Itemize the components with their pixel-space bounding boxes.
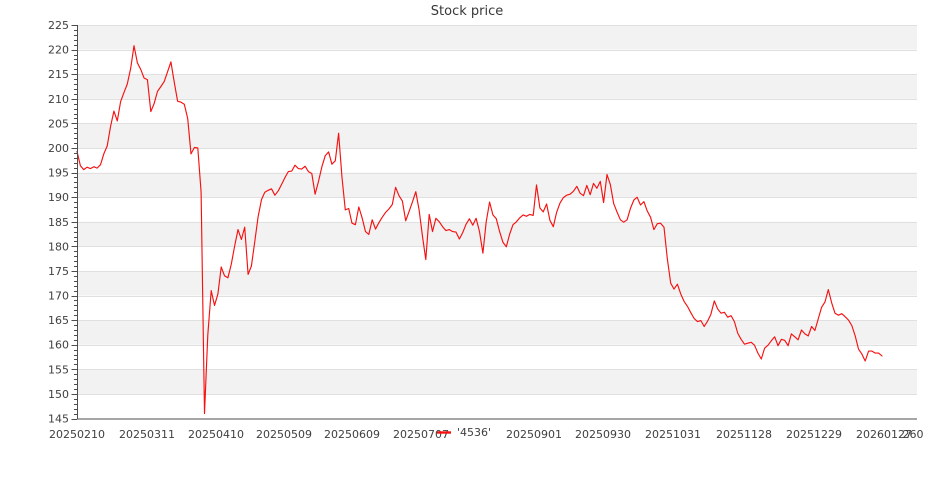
plot-band <box>77 74 917 99</box>
price-line <box>76 45 883 415</box>
y-tick-label: 200 <box>48 142 69 155</box>
x-tick-label: 20250210 <box>49 428 105 441</box>
gridlines <box>77 25 917 395</box>
x-tick-label: 20250609 <box>324 428 380 441</box>
legend: '4536' <box>437 426 491 439</box>
legend-series-label: '4536' <box>457 426 491 439</box>
y-tick-label: 150 <box>48 388 69 401</box>
plot-band <box>77 25 917 50</box>
y-tick-label: 220 <box>48 44 69 57</box>
y-tick-label: 205 <box>48 117 69 130</box>
x-tick-label: 20250311 <box>119 428 175 441</box>
y-tick-label: 225 <box>48 19 69 32</box>
x-axis-labels: 20250210 20250311 20250410 20250509 20250609… <box>49 428 924 441</box>
y-tick-label: 175 <box>48 265 69 278</box>
y-axis-ticks <box>71 25 77 420</box>
y-tick-label: 210 <box>48 93 69 106</box>
axis-lines <box>77 25 917 420</box>
y-tick-label: 180 <box>48 240 69 253</box>
x-tick-label: 20250930 <box>575 428 631 441</box>
plot-background-bands <box>77 25 917 394</box>
plot-band <box>77 369 917 394</box>
x-tick-label: 20250410 <box>188 428 244 441</box>
y-tick-label: 195 <box>48 167 69 180</box>
y-tick-label: 165 <box>48 314 69 327</box>
plot-band <box>77 320 917 345</box>
y-tick-label: 155 <box>48 363 69 376</box>
x-tick-label: 20251229 <box>786 428 842 441</box>
y-axis-labels: 225 220 215 210 205 200 195 190 185 180 175 170 165 1… <box>48 19 69 426</box>
y-tick-label: 185 <box>48 216 69 229</box>
x-tick-label: 20260127 <box>856 428 912 441</box>
x-tick-label: 20251031 <box>645 428 701 441</box>
x-tick-label: 20250707 <box>393 428 449 441</box>
x-tick-label: 20250901 <box>506 428 562 441</box>
price-line-series <box>76 45 883 415</box>
y-tick-label: 145 <box>48 413 69 426</box>
x-tick-label: 20251128 <box>716 428 772 441</box>
y-tick-label: 170 <box>48 290 69 303</box>
y-tick-label: 215 <box>48 68 69 81</box>
plot-band <box>77 123 917 148</box>
x-tick-label: 20250509 <box>256 428 312 441</box>
plot-band <box>77 172 917 198</box>
x-tick-label: 260 <box>903 428 924 441</box>
plot-band <box>77 221 917 247</box>
y-tick-label: 160 <box>48 339 69 352</box>
chart-title: Stock price <box>431 4 503 19</box>
y-tick-label: 190 <box>48 191 69 204</box>
plot-band <box>77 270 917 296</box>
